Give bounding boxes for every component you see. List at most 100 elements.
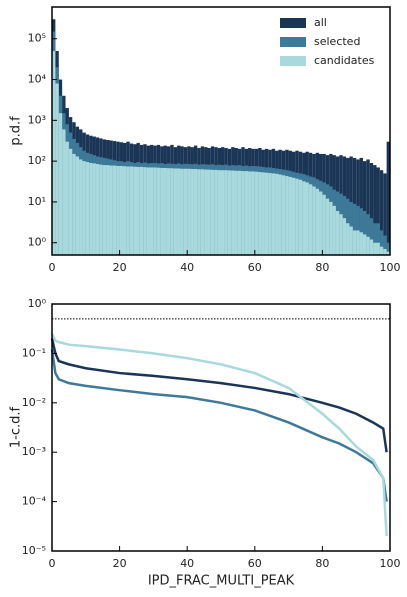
- hist-bar: [288, 176, 292, 255]
- hist-bar: [369, 162, 374, 255]
- hist-bar: [241, 171, 245, 255]
- hist-bar: [373, 165, 377, 255]
- hist-bar: [295, 178, 299, 255]
- hist-bar: [62, 129, 66, 255]
- x-tick-label: 0: [49, 557, 56, 570]
- hist-bar: [126, 166, 130, 255]
- hist-bar: [160, 167, 164, 255]
- y-axis-label: 1-c.d.f: [9, 406, 24, 448]
- hist-bar: [116, 165, 120, 255]
- hist-bar: [258, 172, 262, 255]
- cdf-line: [50, 349, 388, 502]
- hist-bar: [373, 223, 377, 255]
- hist-bar: [291, 177, 296, 255]
- hist-bar: [383, 249, 387, 255]
- hist-bar: [210, 169, 215, 255]
- y-tick-label: 10⁻¹: [22, 346, 46, 359]
- hist-bar: [75, 156, 80, 255]
- hist-bar: [79, 159, 83, 255]
- hist-bar: [308, 184, 313, 255]
- legend-swatch: [280, 18, 306, 28]
- hist-bar: [221, 170, 225, 255]
- hist-bar: [349, 226, 353, 255]
- x-axis-label: IPD_FRAC_MULTI_PEAK: [148, 574, 295, 589]
- hist-bar: [379, 246, 384, 255]
- hist-bar: [362, 161, 367, 255]
- hist-bar: [379, 170, 384, 255]
- hist-bar: [251, 171, 255, 255]
- hist-bar: [200, 169, 205, 255]
- hist-bar: [359, 208, 363, 255]
- hist-bar: [227, 170, 232, 255]
- hist-bar: [261, 172, 265, 255]
- x-tick-label: 0: [49, 261, 56, 274]
- hist-bar: [99, 164, 103, 255]
- legend-swatch: [280, 56, 306, 66]
- y-tick-label: 10⁰: [28, 297, 47, 310]
- hist-bar: [248, 171, 252, 255]
- x-tick-label: 100: [380, 261, 401, 274]
- hist-bar: [217, 170, 221, 255]
- x-tick-label: 80: [315, 261, 329, 274]
- hist-bar: [369, 239, 374, 255]
- hist-bar: [150, 167, 154, 255]
- hist-bar: [129, 166, 134, 255]
- hist-bar: [369, 218, 374, 255]
- hist-bar: [106, 165, 110, 255]
- hist-bar: [133, 166, 137, 255]
- hist-bar: [285, 176, 289, 255]
- hist-bar: [231, 170, 235, 255]
- hist-bar: [190, 169, 194, 255]
- hist-bar: [112, 165, 117, 255]
- hist-bar: [254, 171, 259, 255]
- hist-bar: [183, 168, 188, 255]
- hist-bar: [359, 157, 363, 255]
- hist-bar: [315, 188, 320, 255]
- x-tick-label: 20: [113, 261, 127, 274]
- legend-label: all: [314, 16, 327, 29]
- y-tick-label: 10⁰: [28, 236, 47, 249]
- y-tick-label: 10⁵: [28, 32, 46, 45]
- cdf-line: [50, 333, 388, 537]
- hist-bar: [268, 173, 272, 255]
- hist-bar: [298, 179, 303, 255]
- hist-bar: [52, 51, 56, 255]
- hist-bar: [187, 168, 191, 255]
- hist-bar: [244, 171, 249, 255]
- hist-bar: [383, 235, 387, 255]
- hist-bar: [366, 159, 370, 255]
- hist-bar: [95, 164, 100, 255]
- hist-bar: [89, 162, 93, 255]
- hist-bar: [366, 214, 370, 255]
- hist-bar: [119, 165, 123, 255]
- hist-bar: [386, 251, 390, 255]
- hist-bar: [373, 242, 377, 255]
- hist-bar: [359, 232, 363, 255]
- hist-bar: [332, 205, 336, 255]
- hist-bar: [302, 181, 306, 255]
- hist-bar: [281, 175, 286, 255]
- hist-bar: [156, 167, 161, 255]
- hist-bar: [139, 166, 144, 255]
- y-tick-label: 10¹: [28, 195, 46, 208]
- subplot: 0 20 40 60 80 100 10⁰ 10¹ 10² 10³ 10⁴ 10⁵ p.d.f all se…: [9, 6, 401, 274]
- hist-bar: [170, 168, 174, 255]
- hist-bar: [153, 167, 157, 255]
- hist-bar: [65, 141, 69, 255]
- hist-bar: [352, 230, 357, 255]
- y-tick-label: 10⁻⁴: [22, 495, 47, 508]
- y-tick-label: 10³: [28, 113, 46, 126]
- hist-bar: [346, 223, 350, 255]
- hist-bar: [356, 230, 360, 255]
- hist-bar: [109, 165, 113, 255]
- hist-bar: [207, 169, 211, 255]
- hist-bar: [278, 174, 282, 255]
- hist-bar: [366, 236, 370, 255]
- x-tick-label: 100: [380, 557, 401, 570]
- x-tick-label: 40: [180, 557, 194, 570]
- hist-bar: [362, 234, 367, 255]
- hist-bar: [234, 170, 238, 255]
- hist-bar: [386, 242, 390, 255]
- hist-bar: [82, 161, 86, 255]
